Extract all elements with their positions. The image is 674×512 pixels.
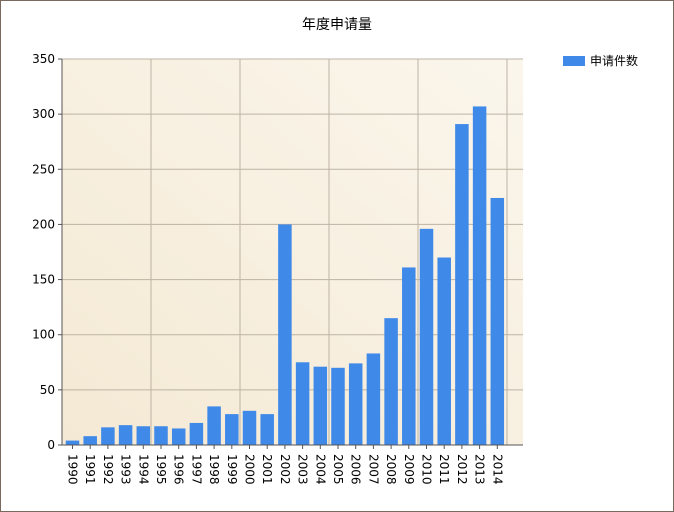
x-tick-label: 2000 <box>243 454 257 485</box>
x-tick-label: 2009 <box>402 454 416 485</box>
bar-1996 <box>171 428 186 445</box>
x-tick-label: 2006 <box>349 454 363 485</box>
bar-2011 <box>437 257 451 445</box>
x-tick-label: 1998 <box>207 454 221 485</box>
y-tick-label: 250 <box>32 162 55 176</box>
x-tick-label: 1991 <box>83 454 97 485</box>
x-tick-label: 1999 <box>225 454 239 485</box>
y-tick-label: 100 <box>32 328 55 342</box>
bar-1991 <box>83 436 97 445</box>
bar-2007 <box>366 353 381 445</box>
axes <box>61 59 523 446</box>
bar-2000 <box>242 410 257 445</box>
legend-label: 申请件数 <box>590 54 639 68</box>
bar-1990 <box>65 440 80 445</box>
plot-area <box>62 59 523 445</box>
bar-1992 <box>101 427 115 445</box>
bar-2006 <box>348 363 363 445</box>
bar-2014 <box>490 197 505 445</box>
bar-1994 <box>136 426 151 445</box>
x-tick-label: 1992 <box>101 454 115 485</box>
bar-2001 <box>260 414 274 445</box>
bar-2010 <box>419 228 434 445</box>
y-tick-label: 50 <box>40 383 55 397</box>
bar-2004 <box>313 366 328 445</box>
x-tick-label: 2008 <box>384 454 398 485</box>
bar-1997 <box>189 422 204 445</box>
x-tick-label: 2014 <box>490 454 504 485</box>
grid-lines <box>62 58 523 445</box>
bars <box>65 106 505 446</box>
x-tick-label: 2003 <box>296 454 310 485</box>
x-tick-label: 1995 <box>154 454 168 485</box>
y-tick-label: 200 <box>32 217 55 231</box>
bar-1995 <box>154 426 168 445</box>
bar-1998 <box>207 406 221 445</box>
x-tick-label: 2004 <box>313 454 327 485</box>
x-tick-label: 2007 <box>366 454 380 485</box>
bar-1999 <box>225 414 239 445</box>
bar-2012 <box>455 124 469 445</box>
x-tick-label: 1997 <box>189 454 203 485</box>
x-tick-label: 2010 <box>420 454 434 485</box>
x-tick-label: 2011 <box>437 454 451 485</box>
x-tick-label: 2013 <box>473 454 487 485</box>
y-tick-label: 350 <box>32 52 55 66</box>
x-tick-label: 1993 <box>119 454 133 485</box>
x-tick-label: 2012 <box>455 454 469 485</box>
x-axis-ticks: 1990 1991 1992 1993 1994 1995 1996 1997 1998 1999… <box>66 445 504 485</box>
bar-2009 <box>402 267 416 445</box>
chart-title: 年度申请量 <box>302 17 372 33</box>
bar-2013 <box>472 106 487 446</box>
bar-2003 <box>295 362 310 445</box>
bar-2002 <box>278 224 292 445</box>
x-tick-label: 1994 <box>136 454 150 485</box>
y-axis-ticks: 0 50 100 150 200 250 300 350 <box>32 52 62 452</box>
x-tick-label: 1996 <box>172 454 186 485</box>
y-tick-label: 0 <box>47 438 55 452</box>
x-tick-label: 2001 <box>260 454 274 485</box>
y-tick-label: 150 <box>32 273 55 287</box>
y-tick-label: 300 <box>32 107 55 121</box>
legend-swatch <box>563 55 585 66</box>
bar-1993 <box>118 425 133 445</box>
x-tick-label: 1990 <box>66 454 80 485</box>
x-tick-label: 2005 <box>331 454 345 485</box>
bar-2008 <box>384 318 398 445</box>
x-tick-label: 2002 <box>278 454 292 485</box>
legend: 申请件数 <box>563 52 638 69</box>
bar-2005 <box>331 367 345 445</box>
